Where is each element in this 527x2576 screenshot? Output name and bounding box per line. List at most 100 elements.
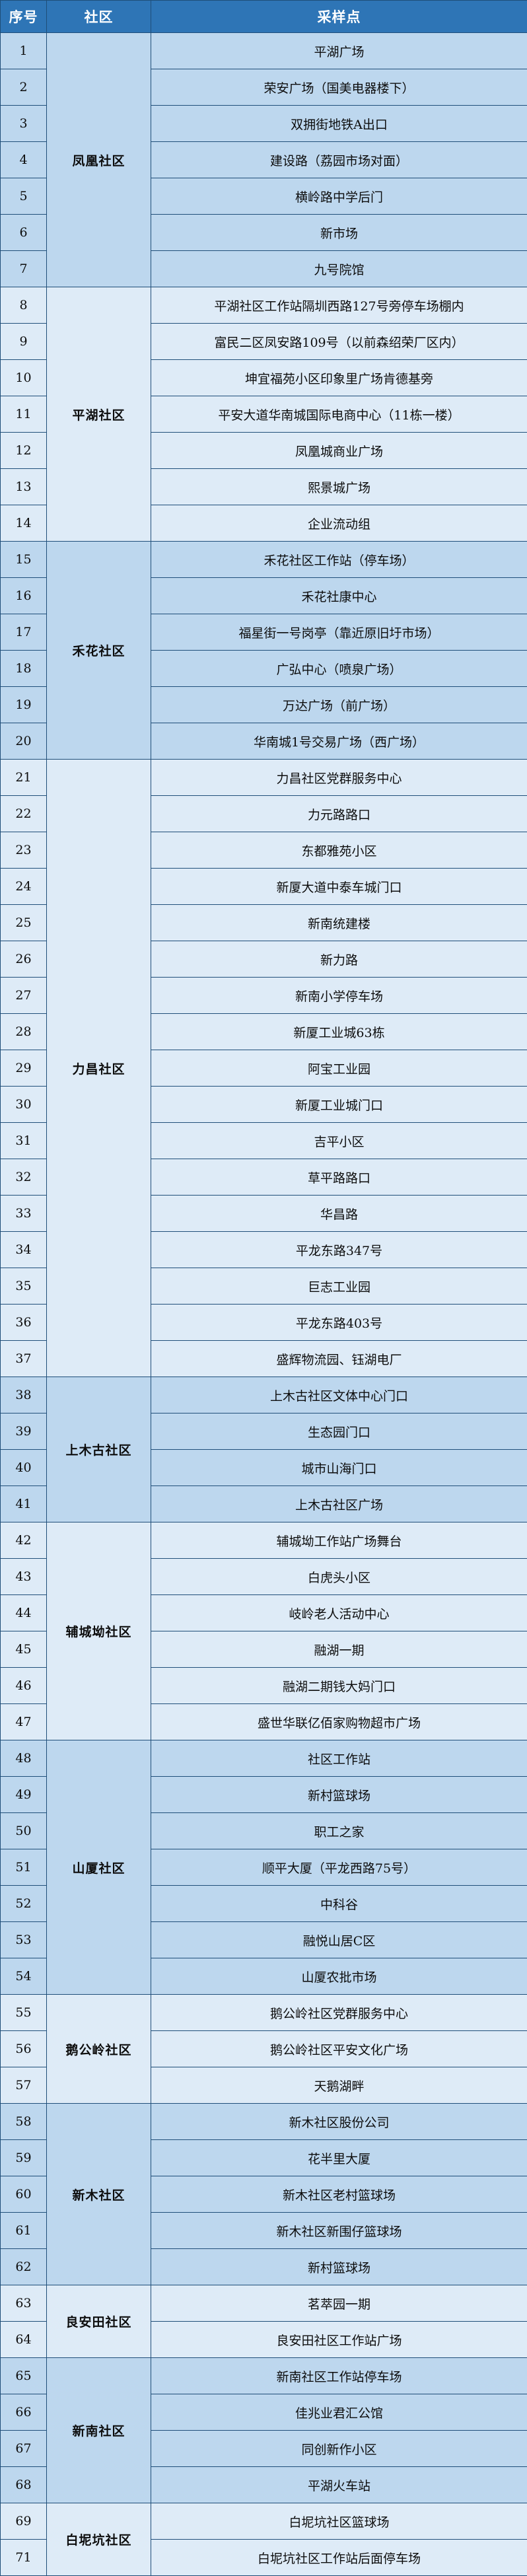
row-number-cell: 45 bbox=[1, 1631, 47, 1668]
row-number-cell: 13 bbox=[1, 469, 47, 505]
community-cell: 凤凰社区 bbox=[47, 33, 151, 287]
row-number-cell: 25 bbox=[1, 905, 47, 941]
row-number-cell: 31 bbox=[1, 1123, 47, 1159]
site-cell: 横岭路中学后门 bbox=[151, 178, 527, 215]
row-number-cell: 28 bbox=[1, 1014, 47, 1050]
site-cell: 佳兆业君汇公馆 bbox=[151, 2394, 527, 2431]
row-number-cell: 54 bbox=[1, 1958, 47, 1995]
row-number-cell: 7 bbox=[1, 251, 47, 287]
site-cell: 吉平小区 bbox=[151, 1123, 527, 1159]
row-number-cell: 61 bbox=[1, 2213, 47, 2249]
row-number-cell: 5 bbox=[1, 178, 47, 215]
community-cell: 鹅公岭社区 bbox=[47, 1995, 151, 2104]
row-number-cell: 9 bbox=[1, 324, 47, 360]
row-number-cell: 65 bbox=[1, 2358, 47, 2394]
site-cell: 熙景城广场 bbox=[151, 469, 527, 505]
community-cell: 平湖社区 bbox=[47, 287, 151, 542]
site-cell: 新木社区老村篮球场 bbox=[151, 2176, 527, 2213]
site-cell: 花半里大厦 bbox=[151, 2140, 527, 2176]
site-cell: 阿宝工业园 bbox=[151, 1050, 527, 1087]
site-cell: 白坭坑社区工作站后面停车场 bbox=[151, 2540, 527, 2576]
site-cell: 力昌社区党群服务中心 bbox=[151, 760, 527, 796]
row-number-cell: 42 bbox=[1, 1522, 47, 1559]
site-cell: 双拥街地铁A出口 bbox=[151, 106, 527, 142]
row-number-cell: 62 bbox=[1, 2249, 47, 2285]
row-number-cell: 39 bbox=[1, 1413, 47, 1450]
row-number-cell: 58 bbox=[1, 2104, 47, 2140]
row-number-cell: 63 bbox=[1, 2285, 47, 2322]
site-cell: 企业流动组 bbox=[151, 505, 527, 542]
row-number-cell: 24 bbox=[1, 869, 47, 905]
site-cell: 新南统建楼 bbox=[151, 905, 527, 941]
site-cell: 新厦工业城63栋 bbox=[151, 1014, 527, 1050]
site-cell: 富民二区凤安路109号（以前森绍荣厂区内） bbox=[151, 324, 527, 360]
row-number-cell: 56 bbox=[1, 2031, 47, 2067]
site-cell: 建设路（荔园市场对面） bbox=[151, 142, 527, 178]
row-number-cell: 22 bbox=[1, 796, 47, 832]
community-cell: 力昌社区 bbox=[47, 760, 151, 1377]
col-header-site: 采样点 bbox=[151, 1, 527, 33]
site-cell: 新市场 bbox=[151, 215, 527, 251]
row-number-cell: 71 bbox=[1, 2540, 47, 2576]
col-header-community: 社区 bbox=[47, 1, 151, 33]
site-cell: 岐岭老人活动中心 bbox=[151, 1595, 527, 1631]
site-cell: 融悦山居C区 bbox=[151, 1922, 527, 1958]
row-number-cell: 68 bbox=[1, 2467, 47, 2503]
table-header: 序号 社区 采样点 bbox=[1, 1, 527, 33]
site-cell: 凤凰城商业广场 bbox=[151, 433, 527, 469]
row-number-cell: 19 bbox=[1, 687, 47, 723]
community-cell: 辅城坳社区 bbox=[47, 1522, 151, 1740]
row-number-cell: 40 bbox=[1, 1450, 47, 1486]
site-cell: 中科谷 bbox=[151, 1886, 527, 1922]
community-cell: 禾花社区 bbox=[47, 542, 151, 760]
site-cell: 禾花社康中心 bbox=[151, 578, 527, 614]
site-cell: 社区工作站 bbox=[151, 1740, 527, 1777]
row-number-cell: 59 bbox=[1, 2140, 47, 2176]
site-cell: 白坭坑社区篮球场 bbox=[151, 2503, 527, 2540]
community-cell: 新木社区 bbox=[47, 2104, 151, 2285]
row-number-cell: 36 bbox=[1, 1305, 47, 1341]
row-number-cell: 48 bbox=[1, 1740, 47, 1777]
row-number-cell: 37 bbox=[1, 1341, 47, 1377]
row-number-cell: 26 bbox=[1, 941, 47, 978]
site-cell: 东都雅苑小区 bbox=[151, 832, 527, 869]
row-number-cell: 57 bbox=[1, 2067, 47, 2104]
row-number-cell: 14 bbox=[1, 505, 47, 542]
site-cell: 生态园门口 bbox=[151, 1413, 527, 1450]
row-number-cell: 67 bbox=[1, 2431, 47, 2467]
site-cell: 平湖火车站 bbox=[151, 2467, 527, 2503]
row-number-cell: 52 bbox=[1, 1886, 47, 1922]
row-number-cell: 29 bbox=[1, 1050, 47, 1087]
site-cell: 新村篮球场 bbox=[151, 2249, 527, 2285]
row-number-cell: 34 bbox=[1, 1232, 47, 1268]
row-number-cell: 16 bbox=[1, 578, 47, 614]
row-number-cell: 66 bbox=[1, 2394, 47, 2431]
site-cell: 盛世华联亿佰家购物超市广场 bbox=[151, 1704, 527, 1740]
row-number-cell: 1 bbox=[1, 33, 47, 69]
site-cell: 巨志工业园 bbox=[151, 1268, 527, 1305]
site-cell: 天鹅湖畔 bbox=[151, 2067, 527, 2104]
row-number-cell: 21 bbox=[1, 760, 47, 796]
site-cell: 盛辉物流园、钰湖电厂 bbox=[151, 1341, 527, 1377]
row-number-cell: 15 bbox=[1, 542, 47, 578]
site-cell: 华南城1号交易广场（西广场） bbox=[151, 723, 527, 760]
row-number-cell: 27 bbox=[1, 978, 47, 1014]
row-number-cell: 46 bbox=[1, 1668, 47, 1704]
site-cell: 荣安广场（国美电器楼下） bbox=[151, 69, 527, 106]
row-number-cell: 10 bbox=[1, 360, 47, 396]
header-row: 序号 社区 采样点 bbox=[1, 1, 527, 33]
site-cell: 良安田社区工作站广场 bbox=[151, 2322, 527, 2358]
row-number-cell: 23 bbox=[1, 832, 47, 869]
row-number-cell: 38 bbox=[1, 1377, 47, 1413]
row-number-cell: 43 bbox=[1, 1559, 47, 1595]
site-cell: 城市山海门口 bbox=[151, 1450, 527, 1486]
community-cell: 良安田社区 bbox=[47, 2285, 151, 2358]
row-number-cell: 6 bbox=[1, 215, 47, 251]
community-cell: 上木古社区 bbox=[47, 1377, 151, 1522]
site-cell: 职工之家 bbox=[151, 1813, 527, 1849]
